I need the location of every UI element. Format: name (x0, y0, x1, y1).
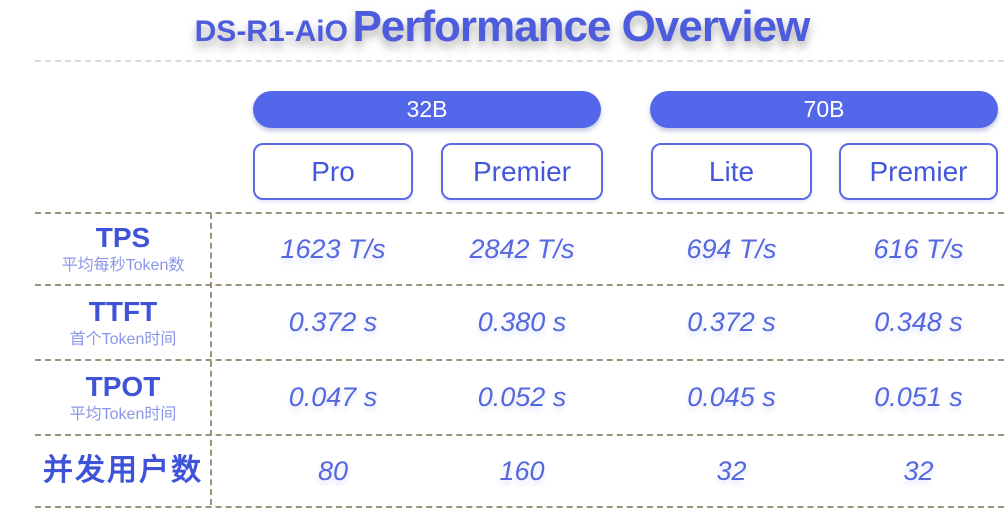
metric-value: 0.348 s (874, 307, 963, 337)
row-divider (35, 359, 1004, 361)
group-pill-70b: 70B (650, 91, 998, 128)
row-divider (35, 284, 1004, 286)
row-header-concurrent-users: 并发用户数 (0, 454, 211, 489)
metric-value: 2842 T/s (469, 233, 575, 264)
metric-value: 0.380 s (477, 307, 567, 337)
metric-value: 0.045 s (687, 382, 776, 412)
metric-value: 1623 T/s (280, 233, 386, 264)
row-sublabel: 首个Token时间 (69, 330, 177, 348)
model-card-70b-premier: Premier (839, 143, 998, 200)
metric-value: 616 T/s (873, 233, 964, 264)
row-divider (35, 506, 1004, 508)
model-card-label: Premier (869, 155, 968, 187)
metric-value: 0.047 s (288, 382, 378, 412)
model-card-label: Lite (708, 155, 755, 187)
row-header-tpot: TPOT 平均Token时间 (0, 371, 211, 425)
model-card-32b-pro: Pro (253, 143, 413, 200)
row-label: TPOT (85, 370, 161, 402)
group-pill-32b: 32B (253, 91, 601, 128)
metric-value: 32 (903, 455, 934, 486)
metric-value: 0.051 s (874, 382, 963, 412)
model-card-32b-premier: Premier (441, 143, 603, 200)
group-pill-32b-label: 32B (406, 96, 448, 122)
model-card-label: Pro (311, 155, 355, 187)
table-row-ttft: TTFT 首个Token时间 0.372 s 0.380 s 0.372 s 0… (0, 285, 1004, 360)
metric-value: 160 (499, 455, 545, 486)
metric-value: 32 (716, 455, 747, 486)
column-divider (210, 213, 212, 505)
title-prefix: DS-R1-AiO (194, 15, 348, 48)
metric-value: 694 T/s (686, 233, 777, 264)
metric-value: 80 (317, 455, 349, 486)
row-header-tps: TPS 平均每秒Token数 (0, 222, 211, 276)
row-label: 并发用户数 (43, 453, 203, 487)
title-main: Performance Overview (352, 2, 810, 51)
model-card-70b-lite: Lite (651, 143, 812, 200)
group-pill-70b-label: 70B (803, 96, 845, 122)
row-divider (35, 434, 1004, 436)
row-label: TTFT (88, 295, 158, 327)
table-row-tps: TPS 平均每秒Token数 1623 T/s 2842 T/s 694 T/s… (0, 213, 1004, 285)
table-row-tpot: TPOT 平均Token时间 0.047 s 0.052 s 0.045 s 0… (0, 360, 1004, 435)
row-sublabel: 平均每秒Token数 (61, 257, 185, 275)
metric-value: 0.372 s (288, 307, 378, 337)
row-label: TPS (95, 222, 151, 254)
model-card-label: Premier (472, 155, 571, 187)
row-header-ttft: TTFT 首个Token时间 (0, 296, 211, 350)
page-title: DS-R1-AiO Performance Overview (0, 2, 1004, 52)
row-divider (35, 212, 1004, 214)
title-separator (35, 60, 1004, 62)
performance-table: TPS 平均每秒Token数 1623 T/s 2842 T/s 694 T/s… (0, 213, 1004, 507)
row-sublabel: 平均Token时间 (69, 405, 177, 423)
metric-value: 0.372 s (687, 307, 776, 337)
table-row-concurrent-users: 并发用户数 80 160 32 32 (0, 435, 1004, 507)
metric-value: 0.052 s (477, 382, 567, 412)
